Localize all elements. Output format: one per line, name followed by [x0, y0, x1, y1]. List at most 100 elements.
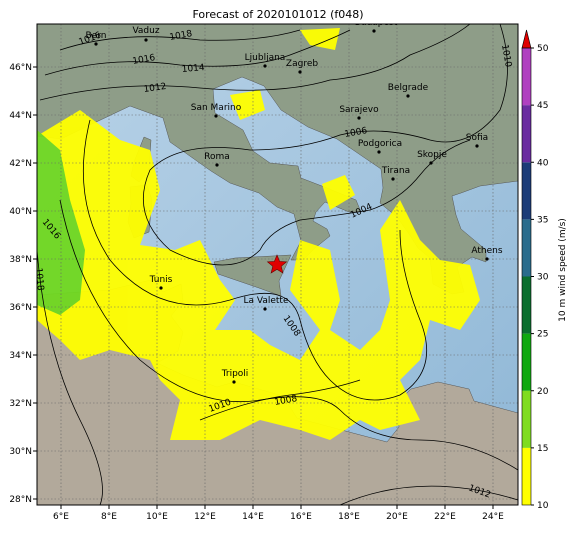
- city-label: Zagreb: [286, 59, 318, 69]
- city-label: San Marino: [191, 103, 242, 113]
- y-tick-label: 30°N: [9, 447, 32, 457]
- city-label: Tirana: [381, 166, 410, 176]
- city-label: Skopje: [417, 150, 447, 160]
- city-dot: [485, 257, 489, 261]
- colorbar-tick-label: 20: [537, 387, 549, 397]
- city-label: Budapest: [355, 18, 398, 28]
- isobar-label: 1016: [132, 53, 157, 67]
- colorbar-segment: [522, 162, 531, 220]
- city-dot: [391, 177, 395, 181]
- colorbar-segment: [522, 276, 531, 334]
- isobar: [59, 199, 518, 471]
- city-dot: [215, 163, 219, 167]
- city-label: Belgrade: [388, 83, 429, 93]
- city-dot: [429, 161, 433, 165]
- city-dot: [232, 380, 236, 384]
- y-tick-label: 34°N: [9, 351, 32, 361]
- colorbar-label: 10 m wind speed (m/s): [558, 218, 568, 322]
- colorbar: 10 15 20 25 30 35 40 45 50 10 m wind speed (m/s): [521, 29, 568, 511]
- isobar: [59, 29, 301, 51]
- city-label: Athens: [471, 246, 502, 256]
- wind-area: [37, 130, 85, 315]
- city-dot: [475, 144, 479, 148]
- colorbar-tick-label: 45: [537, 101, 548, 111]
- x-tick-label: 12°E: [194, 512, 216, 522]
- map-title: Forecast of 2020101012 (f048): [192, 8, 363, 21]
- city-label: Sofia: [466, 133, 488, 143]
- isobar: [143, 24, 508, 266]
- city-dot: [377, 150, 381, 154]
- wind-area: [230, 28, 355, 210]
- isobar: [44, 29, 351, 76]
- colorbar-tick-label: 40: [537, 158, 549, 168]
- city-label: La Valette: [244, 296, 289, 306]
- x-tick-label: 24°E: [482, 512, 504, 522]
- city-label: Vaduz: [132, 26, 159, 36]
- isobar-label: 1012: [143, 82, 167, 95]
- colorbar-segment: [522, 105, 531, 163]
- city-dot: [214, 114, 218, 118]
- map-frame: [36, 23, 519, 506]
- isobar-label: 1008: [274, 394, 299, 408]
- colorbar-segment: [522, 219, 531, 277]
- y-tick-label: 28°N: [9, 495, 32, 505]
- y-tick-label: 42°N: [9, 159, 32, 169]
- y-tick-label: 44°N: [9, 111, 32, 121]
- y-tick-label: 46°N: [9, 63, 32, 73]
- y-tick-label: 38°N: [9, 255, 32, 265]
- city-label: Sarajevo: [339, 105, 379, 115]
- colorbar-segment: [522, 48, 531, 106]
- wind-area: [37, 110, 480, 440]
- isobars: [37, 24, 518, 505]
- city-dot: [159, 286, 163, 290]
- isobar-label: 1006: [344, 126, 369, 140]
- colorbar-segment: [522, 333, 531, 391]
- x-tick-label: 14°E: [242, 512, 264, 522]
- isobar: [82, 119, 427, 401]
- colorbar-tick-label: 15: [537, 444, 548, 454]
- colorbar-tick-label: 25: [537, 330, 548, 340]
- wind-shading: [37, 28, 480, 440]
- axes: 6°E 8°E 10°E 12°E 14°E 16°E 18°E 20°E 22°E 24°E 46…: [9, 63, 504, 522]
- x-tick-label: 18°E: [338, 512, 360, 522]
- colorbar-tick-label: 10: [537, 501, 549, 511]
- city-dot: [406, 94, 410, 98]
- x-tick-label: 22°E: [434, 512, 456, 522]
- colorbar-tick-label: 35: [537, 215, 548, 225]
- isobar-label: 1018: [169, 29, 194, 43]
- city-label: Bern: [86, 31, 107, 41]
- city-dot: [298, 70, 302, 74]
- x-tick-label: 6°E: [53, 512, 69, 522]
- colorbar-tick-label: 30: [537, 273, 549, 283]
- colorbar-segment: [522, 447, 531, 505]
- isobar-label: 1014: [181, 63, 205, 75]
- y-tick-label: 36°N: [9, 303, 32, 313]
- city-dot: [357, 116, 361, 120]
- city-label: Tripoli: [221, 369, 249, 379]
- city-label: Tunis: [149, 275, 173, 285]
- city-label: Roma: [204, 152, 230, 162]
- x-tick-label: 20°E: [386, 512, 408, 522]
- colorbar-segment: [522, 390, 531, 448]
- isobar: [37, 249, 103, 505]
- map-area: 1016 1018 1016 1014 1012 1010 1006 1004 …: [33, 18, 518, 505]
- forecast-point-star: [266, 254, 288, 274]
- city-label: Ljubljana: [245, 53, 286, 63]
- x-tick-label: 10°E: [146, 512, 168, 522]
- isobar: [199, 379, 361, 421]
- city-dot: [372, 29, 376, 33]
- isobar-label: 1010: [499, 44, 513, 69]
- x-tick-label: 16°E: [290, 512, 312, 522]
- x-tick-label: 8°E: [101, 512, 117, 522]
- isobar: [39, 24, 471, 101]
- city-dot: [94, 42, 98, 46]
- city-label: Podgorica: [358, 139, 402, 149]
- y-tick-label: 40°N: [9, 207, 32, 217]
- city-dot: [144, 38, 148, 42]
- colorbar-tick-label: 50: [537, 44, 549, 54]
- cities: Bern Vaduz Budapest Ljubljana Zagreb San…: [86, 18, 503, 384]
- city-dot: [263, 64, 267, 68]
- isobar-label: 1018: [33, 267, 45, 291]
- isobar: [339, 485, 518, 505]
